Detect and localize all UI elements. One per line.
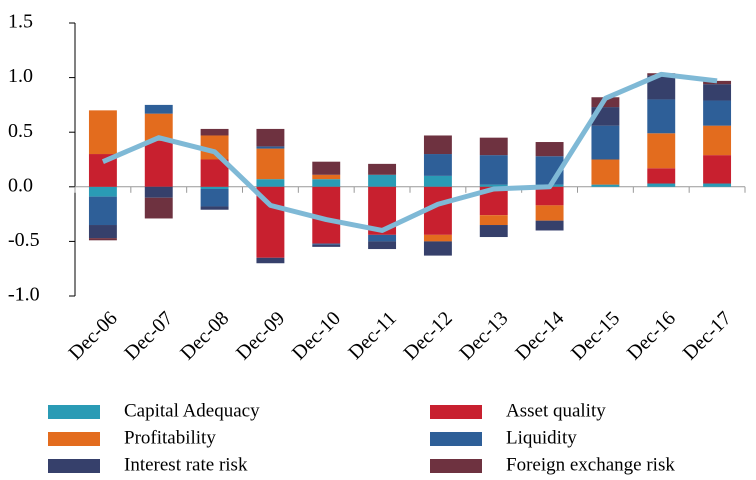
bar-segment xyxy=(535,142,564,157)
x-tick-label: Dec-11 xyxy=(344,307,401,364)
y-tick-label: -1 xyxy=(8,284,25,306)
y-tick-label: 1.0 xyxy=(8,65,33,87)
bar-segment xyxy=(200,206,229,210)
bar-segment xyxy=(144,197,173,219)
legend-swatch xyxy=(48,432,100,446)
bar-segment xyxy=(88,186,117,197)
bar-segment xyxy=(591,125,620,160)
y-tick-label: -0.5 xyxy=(8,229,40,251)
bar-segment xyxy=(647,133,676,169)
bar-segment xyxy=(88,238,117,241)
bar-segment xyxy=(312,243,341,245)
legend-label: Profitability xyxy=(124,427,216,448)
bar-segment xyxy=(591,184,620,187)
bar-segment xyxy=(535,205,564,221)
y-tick-label: 0.5 xyxy=(8,120,33,142)
bar-segment xyxy=(256,148,285,180)
bar-segment xyxy=(88,196,117,226)
line xyxy=(101,71,718,233)
legend-swatch xyxy=(430,405,482,419)
bar-segment xyxy=(479,215,508,226)
legend-swatch xyxy=(48,405,100,419)
bar-segment xyxy=(312,161,341,175)
y-tick-label: -1.0 xyxy=(8,284,40,306)
bar-segment xyxy=(479,137,508,156)
bar-segment xyxy=(144,186,173,198)
legend-swatch xyxy=(430,459,482,473)
legend-label: Interest rate risk xyxy=(124,454,248,475)
bar-segment xyxy=(256,146,285,149)
bar-segment xyxy=(423,234,452,242)
legend-label: Capital Adequacy xyxy=(124,400,260,421)
bar-segment xyxy=(423,135,452,155)
bar-segment xyxy=(647,99,676,134)
bar-segment xyxy=(88,110,117,155)
legend-label: Asset quality xyxy=(506,400,606,421)
x-tick-label: Dec-15 xyxy=(567,307,624,364)
bar-segment xyxy=(144,104,173,114)
bar-segment xyxy=(479,225,508,238)
x-tick-label: Dec-07 xyxy=(120,307,177,364)
bar-segment xyxy=(703,80,732,85)
legend-swatch xyxy=(48,459,100,473)
bar-segment xyxy=(535,186,564,206)
bar-segment xyxy=(256,257,285,264)
bar-segment xyxy=(703,125,732,156)
bar-segment xyxy=(703,183,732,187)
bar-segment xyxy=(312,174,341,180)
bar-segment xyxy=(535,220,564,231)
y-tick-label: 1.5 xyxy=(8,11,33,33)
y-tick-label: 0.0 xyxy=(8,174,33,196)
bar-segment xyxy=(368,174,397,187)
bar-segment xyxy=(368,234,397,242)
bar-segment xyxy=(312,244,341,247)
x-tick-label: Dec-17 xyxy=(679,307,736,364)
bar-segment xyxy=(88,225,117,239)
x-tick-label: Dec-12 xyxy=(400,307,457,364)
legend-swatch xyxy=(430,432,482,446)
bar-segment xyxy=(312,179,341,187)
x-tick-label: Dec-09 xyxy=(232,307,289,364)
bar-segment xyxy=(200,128,229,136)
x-tick-label: Dec-08 xyxy=(176,307,233,364)
legend-label: Foreign exchange risk xyxy=(506,454,675,475)
x-tick-label: Dec-14 xyxy=(511,307,568,364)
bar-segment xyxy=(591,159,620,185)
bar-segment xyxy=(200,186,229,189)
x-tick-label: Dec-10 xyxy=(288,307,345,364)
bar-segment xyxy=(479,184,508,187)
bar-segment xyxy=(703,84,732,101)
bar-segment xyxy=(703,155,732,184)
bar-segment xyxy=(368,241,397,250)
bar-segment xyxy=(479,155,508,185)
bar-segment xyxy=(647,168,676,184)
bar-segment xyxy=(256,128,285,147)
bar-segment xyxy=(200,188,229,207)
bar-segment xyxy=(423,175,452,187)
x-tick-label: Dec-13 xyxy=(455,307,512,364)
bar-segment xyxy=(423,154,452,176)
bar-segment xyxy=(423,241,452,256)
legend-label: Liquidity xyxy=(506,427,577,448)
bar-segment xyxy=(647,183,676,187)
bar-segment xyxy=(368,163,397,175)
x-tick-label: Dec-16 xyxy=(623,307,680,364)
bar-segment xyxy=(144,140,173,187)
x-tick-label: Dec-06 xyxy=(65,307,122,364)
bar-segment xyxy=(256,179,285,187)
bar-segment xyxy=(703,100,732,126)
